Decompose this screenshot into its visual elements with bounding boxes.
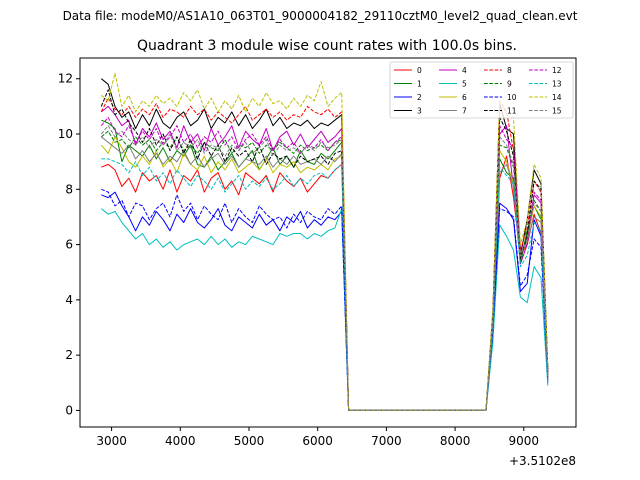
x-tick-label: 5000 xyxy=(234,434,265,448)
y-tick-label: 0 xyxy=(65,403,73,417)
series-line-6 xyxy=(100,136,549,411)
legend-label-5: 5 xyxy=(462,80,467,89)
legend-label-1: 1 xyxy=(417,80,422,89)
y-tick-label: 8 xyxy=(65,182,73,196)
y-tick-label: 12 xyxy=(58,72,73,86)
legend-label-10: 10 xyxy=(507,93,517,102)
legend-label-11: 11 xyxy=(507,107,517,116)
legend-label-2: 2 xyxy=(417,93,422,102)
series-line-13 xyxy=(101,158,549,411)
series-line-3 xyxy=(100,78,549,411)
series-line-1 xyxy=(101,119,549,411)
y-tick-label: 2 xyxy=(65,348,73,362)
series-line-15 xyxy=(100,125,549,411)
legend-label-12: 12 xyxy=(552,66,562,75)
series-line-9 xyxy=(100,130,549,411)
x-tick-label: 4000 xyxy=(165,434,196,448)
legend-label-0: 0 xyxy=(417,66,422,75)
series-line-14 xyxy=(100,72,549,411)
legend-label-9: 9 xyxy=(507,80,512,89)
y-tick-label: 6 xyxy=(65,238,73,252)
legend-label-14: 14 xyxy=(552,93,562,102)
figure-suptitle: Data file: modeM0/AS1A10_063T01_90000041… xyxy=(63,9,578,23)
x-tick-label: 6000 xyxy=(302,434,333,448)
x-offset-label: +3.5102e8 xyxy=(509,454,576,468)
legend-label-7: 7 xyxy=(462,107,467,116)
legend-label-4: 4 xyxy=(462,66,467,75)
series-line-2 xyxy=(101,191,549,411)
x-tick-label: 9000 xyxy=(509,434,540,448)
chart-title: Quadrant 3 module wise count rates with … xyxy=(137,38,517,54)
legend-label-6: 6 xyxy=(462,93,467,102)
series-line-0 xyxy=(101,155,549,411)
legend-label-13: 13 xyxy=(552,80,562,89)
series-line-4 xyxy=(100,105,549,411)
x-tick-label: 8000 xyxy=(440,434,471,448)
series-line-10 xyxy=(101,188,549,411)
series-line-11 xyxy=(100,89,549,411)
axes-frame xyxy=(79,57,577,428)
x-tick-label: 3000 xyxy=(96,434,127,448)
series-line-7 xyxy=(100,136,549,411)
y-tick-label: 4 xyxy=(65,293,73,307)
legend-label-8: 8 xyxy=(507,66,512,75)
legend-box xyxy=(389,61,574,119)
legend-label-3: 3 xyxy=(417,107,422,116)
y-tick-label: 10 xyxy=(58,127,73,141)
x-tick-label: 7000 xyxy=(371,434,402,448)
legend-label-15: 15 xyxy=(552,107,562,116)
series-line-5 xyxy=(100,208,549,411)
